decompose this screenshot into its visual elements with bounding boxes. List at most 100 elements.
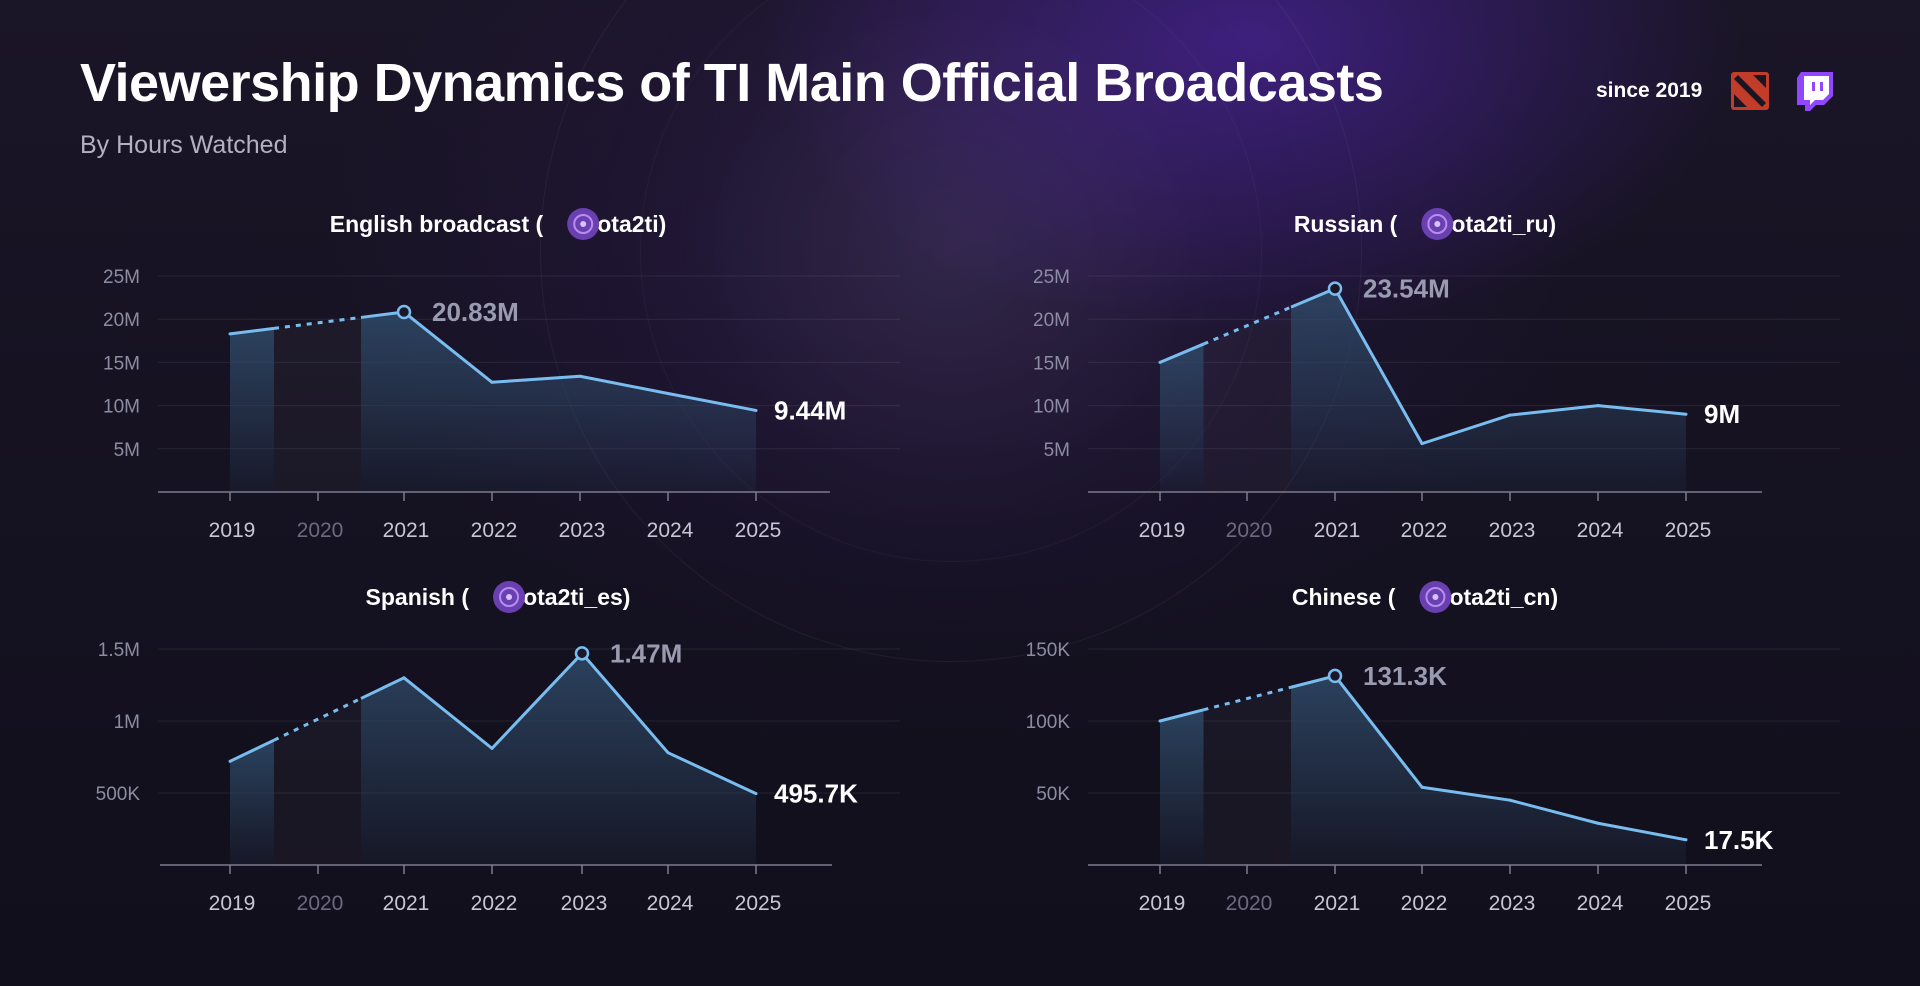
area-2021-2025 xyxy=(361,312,756,492)
x-tick-label: 2025 xyxy=(1665,519,1712,542)
series-line-main xyxy=(360,651,757,795)
area-2020-gap xyxy=(274,317,361,492)
y-tick-label: 150K xyxy=(1026,640,1071,661)
x-tick-label: 2024 xyxy=(647,519,694,542)
page-title: Viewership Dynamics of TI Main Official … xyxy=(80,53,1384,113)
x-tick-label: 2023 xyxy=(1489,892,1536,915)
y-tick-label: 10M xyxy=(103,397,140,418)
y-tick-label: 15M xyxy=(1033,353,1070,374)
series-line-2019 xyxy=(229,326,275,336)
chart-title: Russian ( dota2ti_ru) xyxy=(1294,211,1556,237)
spanish-broadcast-chart: Spanish (dota2ti_es) 500K 1M 1.5M 1.47M 495.7… xyxy=(96,581,900,915)
x-tick-label: 2023 xyxy=(559,519,606,542)
data-point xyxy=(228,332,232,336)
peak-marker xyxy=(1327,281,1343,296)
y-tick-label: 1.5M xyxy=(98,640,140,661)
data-point xyxy=(228,759,232,763)
peak-value-label: 1.47M xyxy=(610,638,682,668)
chart-title: Spanish ( dota2ti_es) xyxy=(366,584,631,610)
channel-avatar-icon xyxy=(1419,581,1452,613)
x-tick-label: 2020 xyxy=(1226,892,1273,915)
channel-avatar-icon xyxy=(567,208,600,240)
data-point xyxy=(402,676,406,680)
data-point xyxy=(1684,838,1688,842)
last-value-label: 17.5K xyxy=(1704,825,1774,855)
data-point xyxy=(1420,442,1424,446)
y-tick-label: 50K xyxy=(1036,784,1070,805)
x-tick-label: 2021 xyxy=(383,519,430,542)
y-tick-label: 100K xyxy=(1026,712,1071,733)
last-value-label: 9M xyxy=(1704,399,1740,429)
data-point xyxy=(1596,404,1600,408)
data-point xyxy=(490,746,494,750)
area-2021-2025 xyxy=(1291,288,1686,492)
x-tick-label: 2021 xyxy=(383,892,430,915)
x-tick-label: 2025 xyxy=(735,519,782,542)
channel-avatar-icon xyxy=(493,581,526,613)
chart-title: Chinese ( dota2ti_cn) xyxy=(1292,584,1558,610)
series-line-interpolated xyxy=(1203,685,1292,712)
area-2020-gap xyxy=(274,698,361,865)
series-line-2019 xyxy=(1159,708,1204,723)
x-tick-label: 2020 xyxy=(297,892,344,915)
data-point xyxy=(666,751,670,755)
x-tick-label: 2023 xyxy=(1489,519,1536,542)
x-tick-label: 2024 xyxy=(1577,519,1624,542)
chart-title: English broadcast (dota2ti) xyxy=(330,211,667,237)
data-point xyxy=(578,374,582,378)
chinese-broadcast-chart: Chinese ( dota2ti_cn) 50K 100K 150K 131.3K 17.… xyxy=(1026,581,1840,915)
x-tick-label: 2022 xyxy=(1401,892,1448,915)
last-value-label: 495.7K xyxy=(774,779,858,809)
chart-title-prefix: English broadcast ( xyxy=(330,211,544,237)
x-tick-label: 2023 xyxy=(561,892,608,915)
data-point xyxy=(754,792,758,796)
peak-value-label: 20.83M xyxy=(432,297,519,327)
x-tick-label: 2022 xyxy=(1401,519,1448,542)
area-2021-2025 xyxy=(361,653,756,865)
data-point xyxy=(1420,785,1424,789)
series-line-main xyxy=(1290,674,1687,842)
x-tick-label: 2019 xyxy=(209,892,256,915)
data-point xyxy=(1684,412,1688,416)
series-line-interpolated xyxy=(1202,305,1292,346)
series-line-interpolated xyxy=(273,315,362,330)
channel-name: dota2ti_cn) xyxy=(1435,584,1558,610)
x-tick-label: 2019 xyxy=(1139,519,1186,542)
data-point xyxy=(1158,719,1162,723)
peak-value-label: 131.3K xyxy=(1363,661,1447,691)
y-tick-label: 20M xyxy=(1033,310,1070,331)
last-value-label: 9.44M xyxy=(774,395,846,425)
x-tick-label: 2021 xyxy=(1314,892,1361,915)
x-tick-label: 2021 xyxy=(1314,519,1361,542)
data-point xyxy=(1508,413,1512,417)
x-tick-label: 2025 xyxy=(735,892,782,915)
area-2019 xyxy=(1160,344,1204,492)
x-tick-label: 2025 xyxy=(1665,892,1712,915)
chart-title-prefix: Spanish ( xyxy=(366,584,470,610)
chart-title-prefix: Russian ( xyxy=(1294,211,1398,237)
data-point xyxy=(1158,360,1162,364)
peak-marker xyxy=(1327,668,1343,684)
series-line-interpolated xyxy=(273,697,362,742)
area-2020-gap xyxy=(1204,307,1292,492)
x-tick-label: 2022 xyxy=(471,892,518,915)
y-tick-label: 500K xyxy=(96,784,141,805)
russian-broadcast-chart: Russian (dota2ti_ru) 5M 10M 15M 20M 25M 23.54M… xyxy=(1033,208,1840,542)
peak-marker xyxy=(574,646,590,661)
data-point xyxy=(754,408,758,412)
series-line-2019 xyxy=(229,738,275,763)
channel-name: dota2ti_ru) xyxy=(1437,211,1556,237)
series-line-main xyxy=(1290,287,1687,446)
y-tick-label: 25M xyxy=(1033,267,1070,288)
y-tick-label: 25M xyxy=(103,267,140,288)
y-tick-label: 20M xyxy=(103,310,140,331)
area-2019 xyxy=(230,740,274,865)
x-tick-label: 2024 xyxy=(647,892,694,915)
area-2019 xyxy=(1160,709,1204,865)
chart-title-prefix: Chinese ( xyxy=(1292,584,1396,610)
peak-marker xyxy=(396,304,412,320)
channel-name: dota2ti_es) xyxy=(509,584,630,610)
series-line-2019 xyxy=(1159,342,1205,364)
y-tick-label: 15M xyxy=(103,353,140,374)
